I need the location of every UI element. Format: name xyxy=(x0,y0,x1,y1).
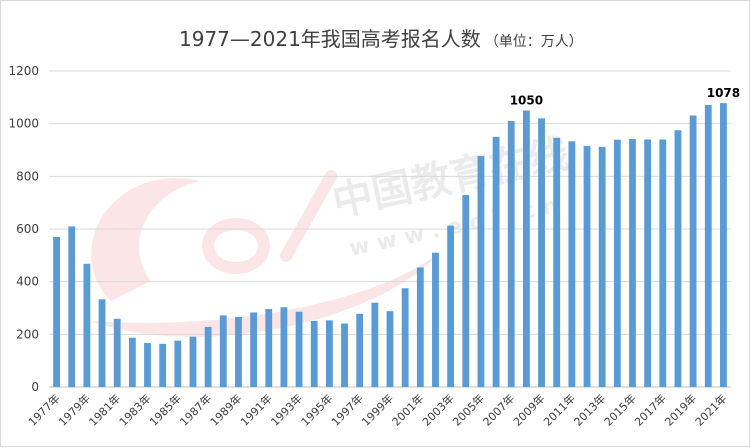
x-axis-ticks: 1977年1979年1981年1983年1985年1987年1989年1991年… xyxy=(25,391,729,428)
bar xyxy=(477,156,485,387)
x-tick-label: 1987年 xyxy=(177,391,214,428)
x-tick-label: 2009年 xyxy=(510,391,547,428)
x-tick-label: 2021年 xyxy=(692,391,729,428)
bar xyxy=(507,121,515,388)
bar xyxy=(295,311,303,387)
bar xyxy=(432,252,439,387)
bar xyxy=(128,337,136,387)
bar xyxy=(659,139,667,387)
y-tick-label: 600 xyxy=(16,222,39,236)
data-label: 1078 xyxy=(707,86,740,100)
bar xyxy=(113,318,121,387)
x-tick-label: 2007年 xyxy=(480,391,517,428)
bar xyxy=(401,288,409,387)
bar xyxy=(704,104,712,387)
x-tick-label: 1991年 xyxy=(237,391,274,428)
y-tick-label: 400 xyxy=(16,275,39,289)
bar xyxy=(371,302,379,387)
x-tick-label: 1977年 xyxy=(25,391,62,428)
bar xyxy=(144,343,151,387)
x-tick-label: 2003年 xyxy=(419,391,456,428)
bar xyxy=(250,312,258,387)
bar xyxy=(83,263,91,387)
y-tick-label: 0 xyxy=(31,380,39,394)
bar xyxy=(265,309,273,387)
x-tick-label: 1981年 xyxy=(86,391,123,428)
bar xyxy=(416,267,424,387)
bar xyxy=(280,307,288,387)
bar xyxy=(492,136,500,387)
y-tick-label: 800 xyxy=(16,169,39,183)
bar xyxy=(356,313,364,387)
bar xyxy=(613,139,621,387)
x-tick-label: 2011年 xyxy=(541,391,578,428)
bar xyxy=(568,141,576,387)
bar xyxy=(310,320,318,387)
bars xyxy=(53,103,727,388)
x-tick-label: 1993年 xyxy=(268,391,305,428)
bar xyxy=(538,118,545,388)
x-tick-label: 2017年 xyxy=(631,391,668,428)
eol-watermark-logo: 中国教育在线 w w w . e o l . c n xyxy=(91,131,573,337)
x-tick-label: 2005年 xyxy=(450,391,487,428)
y-tick-label: 1200 xyxy=(8,64,39,78)
bar xyxy=(341,323,348,387)
x-tick-label: 2013年 xyxy=(571,391,608,428)
x-tick-label: 2015年 xyxy=(601,391,638,428)
x-tick-label: 2001年 xyxy=(389,391,426,428)
x-tick-label: 2019年 xyxy=(662,391,699,428)
x-tick-label: 1985年 xyxy=(146,391,183,428)
bar xyxy=(447,225,455,387)
bar xyxy=(720,103,727,388)
chart-title-unit: （单位：万人） xyxy=(485,34,583,50)
data-labels: 1050 1078 xyxy=(510,86,740,107)
bar xyxy=(325,320,333,387)
x-tick-label: 1997年 xyxy=(328,391,365,428)
bar xyxy=(235,316,242,387)
chart-title-text: 1977—2021年我国高考报名人数 xyxy=(179,27,481,51)
bar xyxy=(462,195,470,387)
y-tick-label: 1000 xyxy=(8,117,39,131)
bar xyxy=(522,110,530,387)
bar xyxy=(629,138,636,387)
bar xyxy=(159,343,167,387)
chart-title: 1977—2021年我国高考报名人数 （单位：万人） xyxy=(179,27,583,51)
bar xyxy=(204,326,212,387)
bar xyxy=(583,146,591,387)
bar xyxy=(674,130,682,387)
bar xyxy=(98,299,106,387)
bar xyxy=(68,226,76,387)
bar xyxy=(386,311,394,387)
x-tick-label: 1979年 xyxy=(56,391,93,428)
bar xyxy=(219,315,227,387)
bar xyxy=(553,137,561,387)
x-tick-label: 1999年 xyxy=(359,391,396,428)
bar xyxy=(598,146,606,387)
bar xyxy=(189,336,197,387)
bar xyxy=(53,236,60,387)
bar xyxy=(644,139,652,387)
x-tick-label: 1989年 xyxy=(207,391,244,428)
x-tick-label: 1983年 xyxy=(116,391,153,428)
bar xyxy=(689,115,697,388)
data-label: 1050 xyxy=(510,94,543,108)
y-axis-ticks: 0 200 400 600 800 1000 1200 xyxy=(8,64,39,394)
y-tick-label: 200 xyxy=(16,327,39,341)
bar xyxy=(174,340,182,387)
x-tick-label: 1995年 xyxy=(298,391,335,428)
